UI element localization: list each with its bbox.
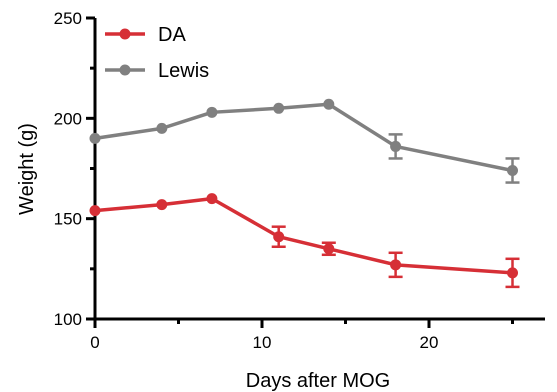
- legend: DA Lewis: [105, 24, 209, 82]
- series-line: [94, 102, 513, 173]
- data-point: [507, 267, 518, 279]
- legend-marker: [119, 64, 131, 76]
- data-point: [206, 106, 218, 118]
- data-point: [390, 259, 402, 271]
- series-da: [89, 193, 520, 289]
- y-axis-title: Weight (g): [16, 123, 38, 215]
- data-point: [89, 205, 101, 217]
- data-point: [156, 122, 168, 134]
- y-tick-label: 200: [54, 109, 82, 128]
- y-tick-label: 250: [54, 9, 82, 28]
- y-tick-label: 100: [54, 310, 82, 329]
- series-line: [94, 196, 513, 275]
- series-layer: [89, 98, 520, 289]
- legend-item-da: DA: [105, 24, 186, 46]
- data-point: [273, 231, 285, 243]
- series-lewis: [89, 98, 520, 184]
- data-point: [156, 199, 168, 211]
- ticks: 100 150 200 250 0 10 20: [54, 9, 514, 352]
- data-point: [89, 132, 101, 144]
- data-point: [206, 193, 218, 205]
- y-tick-label: 150: [54, 210, 82, 229]
- x-tick-label: 0: [90, 333, 99, 352]
- data-point: [323, 98, 335, 110]
- legend-label: DA: [158, 24, 186, 46]
- x-tick-label: 20: [420, 333, 439, 352]
- data-point: [273, 102, 285, 114]
- legend-label: Lewis: [158, 60, 209, 82]
- data-point: [323, 243, 335, 255]
- data-point: [507, 165, 518, 177]
- legend-marker: [119, 28, 131, 40]
- x-tick-label: 10: [253, 333, 272, 352]
- data-point: [390, 140, 402, 152]
- x-axis-title: Days after MOG: [246, 370, 390, 392]
- legend-item-lewis: Lewis: [105, 60, 209, 82]
